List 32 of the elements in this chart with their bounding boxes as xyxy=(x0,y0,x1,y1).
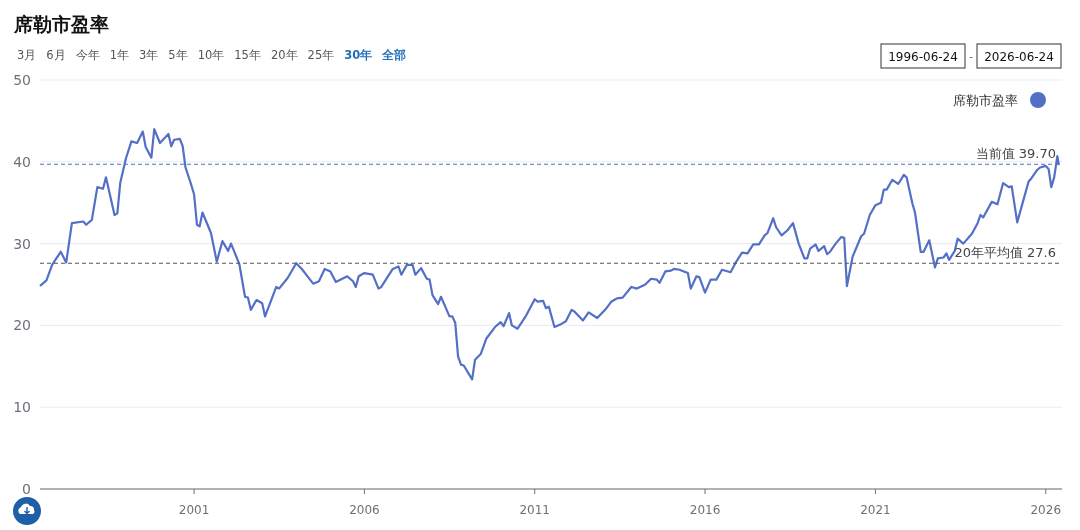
y-tick-label: 0 xyxy=(22,481,31,497)
ref-line-label: 当前值 39.70 xyxy=(975,146,1056,162)
x-tick-label: 2026 xyxy=(1030,503,1062,517)
text: 20年 xyxy=(270,48,298,62)
y-tick-label: 20 xyxy=(13,317,31,334)
text: 3年 xyxy=(138,48,159,62)
text: 25年 xyxy=(307,48,335,62)
x-tick-label: 2006 xyxy=(349,503,380,517)
x-tick-label: 2021 xyxy=(860,503,891,517)
text: 1996-06-24 xyxy=(888,50,958,64)
text: 3月 xyxy=(17,48,37,62)
y-tick-label: 40 xyxy=(13,153,31,170)
x-tick-label: 2001 xyxy=(178,503,210,517)
text: 6月 xyxy=(46,48,66,62)
legend-label: 席勒市盈率 xyxy=(953,93,1018,108)
text: 30年 xyxy=(344,48,373,62)
text: 全部 xyxy=(381,48,407,62)
line-series xyxy=(39,127,1060,381)
x-tick-label: 2016 xyxy=(689,503,721,517)
y-tick-label: 50 xyxy=(13,72,31,88)
chart-title: 席勒市盈率 xyxy=(13,13,109,35)
text: - xyxy=(969,51,974,62)
text: 15年 xyxy=(234,48,261,62)
text: 5年 xyxy=(168,48,188,62)
text: 1年 xyxy=(109,48,129,62)
text: 2026-06-24 xyxy=(984,50,1054,64)
x-tick-label: 2011 xyxy=(519,503,550,517)
text: 10年 xyxy=(197,48,225,62)
ref-line-label: 20年平均值 27.6 xyxy=(954,245,1056,261)
y-tick-label: 10 xyxy=(13,399,31,416)
y-tick-label: 30 xyxy=(13,235,31,252)
text: 今年 xyxy=(75,48,100,62)
